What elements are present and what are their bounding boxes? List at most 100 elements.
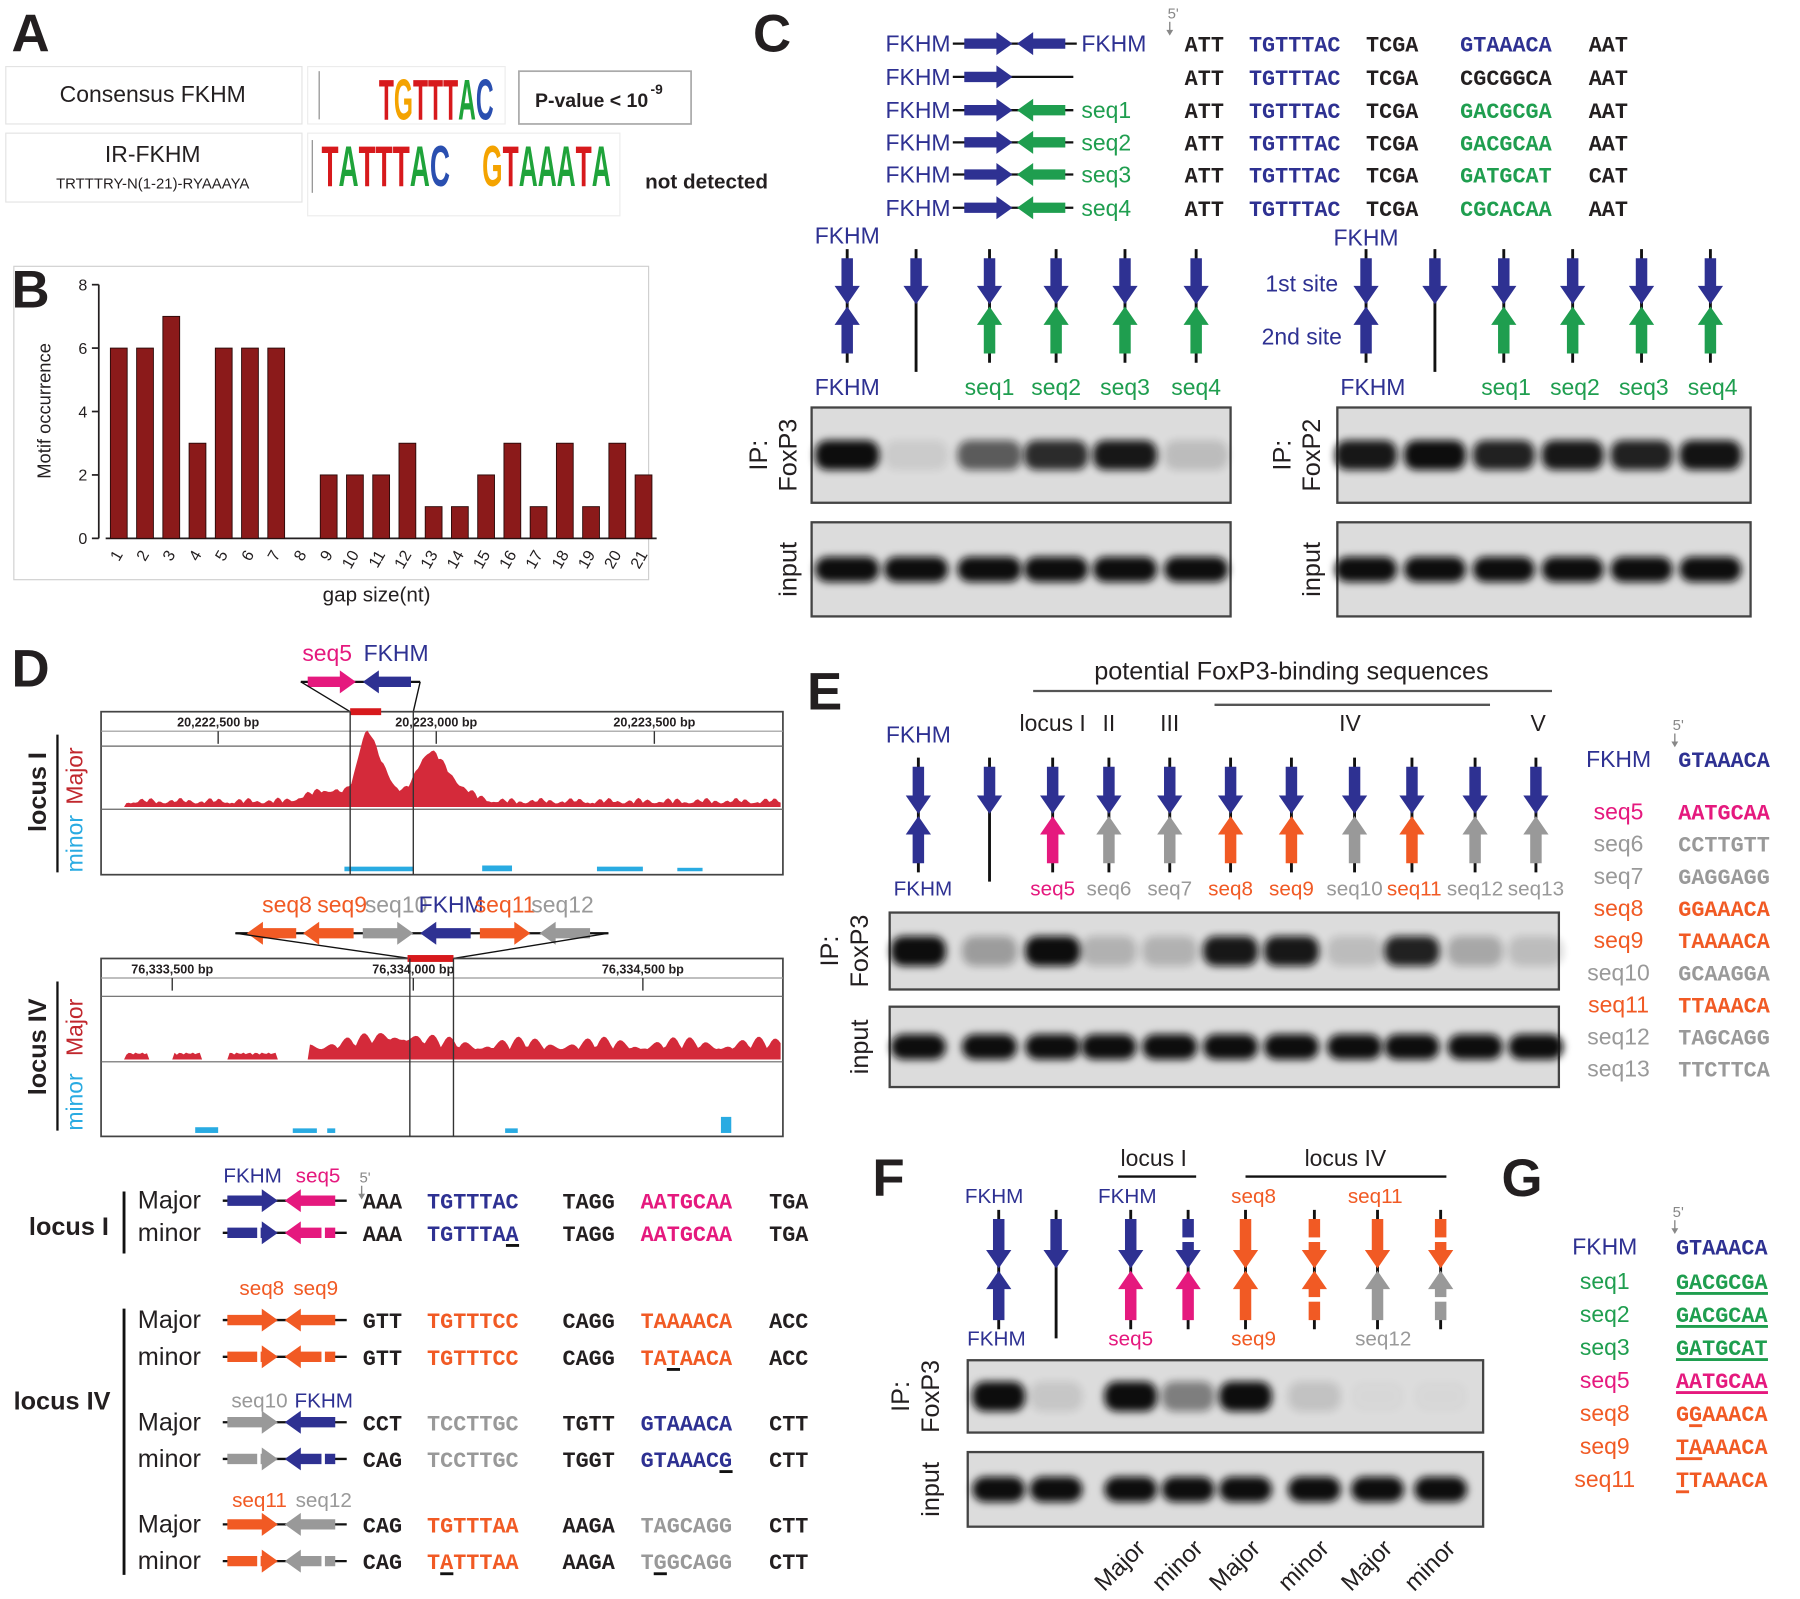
logo-letter: T <box>503 135 519 199</box>
sequence: TGTTTAC <box>427 1191 519 1216</box>
sequence: TAGCAGG <box>1678 1027 1770 1052</box>
gel-band <box>1508 936 1564 966</box>
site-arrow <box>834 258 860 305</box>
gel-band <box>1029 1476 1083 1503</box>
five-prime-arrow <box>358 1193 366 1200</box>
site-arrow <box>1628 258 1655 305</box>
sequence: TCGA <box>1366 34 1419 59</box>
site-arrow <box>227 1447 278 1471</box>
site-arrow <box>1462 816 1488 864</box>
x-tick-label: 11 <box>365 547 389 570</box>
label: potential FoxP3-binding sequences <box>1094 658 1488 686</box>
allele-label: Major <box>138 1408 201 1436</box>
x-tick-label: 14 <box>443 547 468 572</box>
sequence: CTT <box>769 1514 808 1539</box>
bar <box>267 347 286 539</box>
sequence: TCCTTGC <box>427 1412 519 1437</box>
sequence: GATGCAT <box>1676 1337 1768 1362</box>
site-arrow <box>227 1345 278 1369</box>
label: seq4 <box>1081 195 1131 221</box>
site-arrow <box>964 130 1013 154</box>
logo-letter: T <box>428 68 443 132</box>
label: seq3 <box>1100 374 1150 400</box>
gel-band <box>1081 1034 1137 1060</box>
sequence: TGGCAGG <box>641 1551 733 1576</box>
allele-label: minor <box>1147 1535 1209 1597</box>
sequence: TGTTTAC <box>1249 132 1341 157</box>
label: seq5 <box>1108 1327 1153 1350</box>
sequence: TAAAACA <box>1676 1436 1768 1461</box>
zoom-line <box>235 932 410 960</box>
site-gap <box>321 1219 325 1247</box>
locus-label: locus I <box>29 1213 109 1241</box>
five-prime-arrow <box>1671 741 1679 748</box>
x-tick-label: 9 <box>317 547 337 564</box>
label: seq13 <box>1508 877 1564 900</box>
label: locus I <box>1020 710 1086 736</box>
label: seq10 <box>365 892 428 918</box>
site-arrow <box>1232 1270 1259 1321</box>
x-tick-label: 20 <box>601 547 626 572</box>
locus-label: locus I <box>24 752 52 832</box>
region-bar <box>350 708 382 716</box>
panel-label: E <box>807 662 842 721</box>
bar <box>241 347 259 539</box>
gel-band <box>1025 936 1081 966</box>
label: seq9 <box>317 892 367 918</box>
label: seq2 <box>1580 1301 1630 1327</box>
site-arrow <box>976 258 1003 305</box>
sequence: AAT <box>1589 67 1628 92</box>
label: seq5 <box>296 1164 341 1187</box>
sequence: TTAAACA <box>1678 994 1770 1019</box>
logo-letter: T <box>321 135 338 199</box>
gel-band <box>1219 1381 1272 1412</box>
gel-band <box>1384 1034 1440 1060</box>
coverage-minor <box>482 865 513 872</box>
gel-band <box>1335 440 1398 471</box>
label: FKHM <box>294 1389 353 1412</box>
sequence: CGCACAA <box>1460 198 1552 223</box>
sequence: TCGA <box>1366 132 1419 157</box>
site-arrow <box>1112 258 1138 305</box>
gel-band <box>1335 556 1398 582</box>
axis-title: Motif occurrence <box>34 343 55 479</box>
site-gap <box>1300 1297 1329 1302</box>
site-arrow <box>1278 766 1305 814</box>
label-box <box>5 66 303 125</box>
logo-letter: T <box>393 135 410 199</box>
label: FKHM <box>886 195 951 221</box>
gel-band <box>1472 440 1535 471</box>
label: seq9 <box>1269 877 1314 900</box>
gel-band <box>1092 556 1158 582</box>
gel-band <box>1327 1034 1383 1060</box>
gel-band <box>1161 1476 1215 1503</box>
gel-band <box>1403 440 1466 471</box>
sequence: AATGCAA <box>1676 1370 1768 1395</box>
sequence: ACC <box>769 1347 808 1372</box>
site-gap <box>321 1445 325 1473</box>
five-prime-arrow <box>1671 1228 1679 1234</box>
coordinate-label: 76,334,500 bp <box>602 962 684 976</box>
x-tick-label: 8 <box>290 547 310 564</box>
allele-label: Major <box>138 1306 201 1334</box>
site-gap <box>257 1445 261 1473</box>
five-prime: 5' <box>360 1169 371 1186</box>
input-label: input <box>917 1462 945 1517</box>
coverage-major <box>103 730 781 807</box>
site-gap <box>257 1219 261 1247</box>
site-arrow <box>1217 766 1244 814</box>
gel-band <box>1541 440 1604 471</box>
gel-band <box>957 440 1022 471</box>
label: seq1 <box>965 374 1015 400</box>
label: seq9 <box>1580 1433 1630 1459</box>
site-arrow <box>1040 766 1066 814</box>
bar <box>477 474 495 539</box>
bar <box>346 474 364 539</box>
logo-letter: A <box>519 135 538 199</box>
logo-letter: T <box>359 135 376 199</box>
site-gap <box>257 1343 261 1371</box>
gel-band <box>1164 556 1229 582</box>
site-arrow <box>1096 766 1122 814</box>
gel-band <box>1104 1476 1158 1503</box>
sequence: TAGG <box>563 1223 615 1248</box>
